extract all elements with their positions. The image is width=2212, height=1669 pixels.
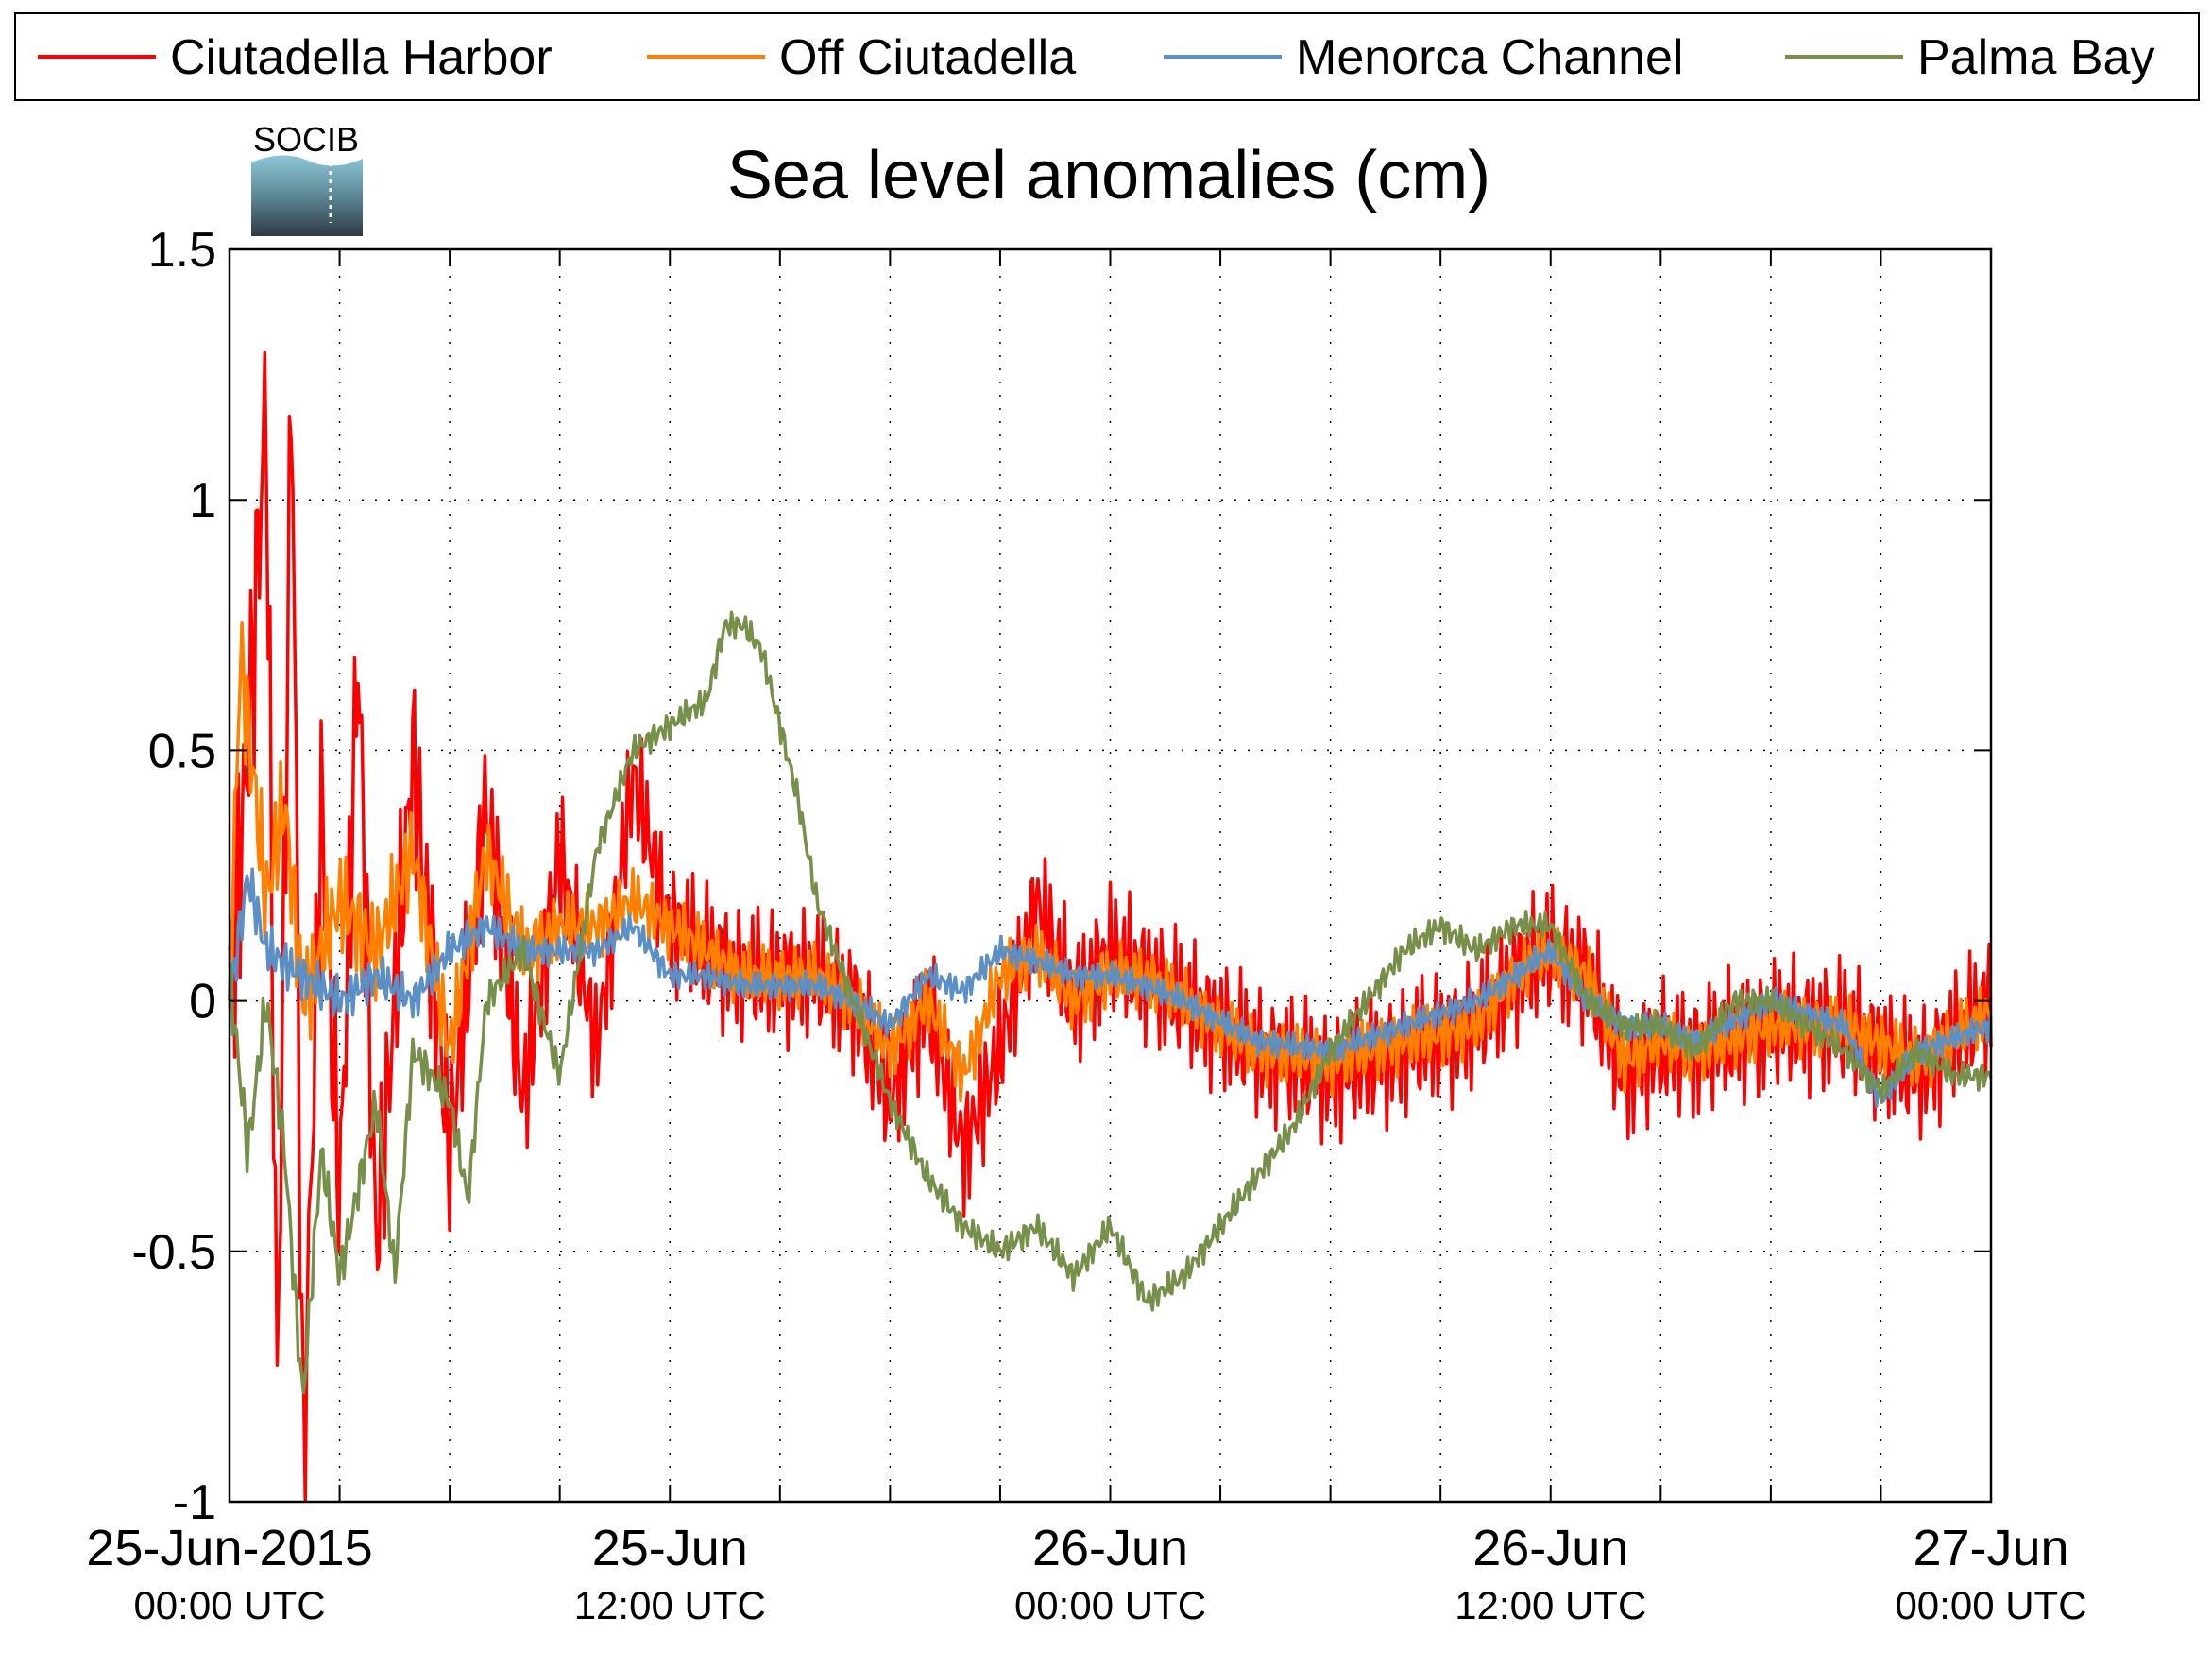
legend-item-palma-bay: Palma Bay (1785, 30, 2154, 85)
grid (230, 249, 1991, 1502)
x-tick-date-label: 26-Jun (1032, 1520, 1188, 1576)
logo-text: SOCIB (253, 120, 359, 159)
plot-frame (228, 247, 1993, 1504)
legend-item-ciutadella-harbor: Ciutadella Harbor (38, 30, 553, 85)
series-line-ciutadella-harbor (228, 350, 1993, 1503)
x-tick-date-label: 27-Jun (1913, 1520, 2068, 1576)
x-tick-date-label: 25-Jun (592, 1520, 748, 1576)
legend-label: Off Ciutadella (779, 30, 1076, 85)
socib-logo: SOCIB (251, 120, 363, 236)
x-tick-time-label: 12:00 UTC (1455, 1583, 1646, 1627)
y-tick-label: -0.5 (131, 1225, 216, 1280)
legend-item-menorca-channel: Menorca Channel (1164, 30, 1683, 85)
legend-label: Ciutadella Harbor (170, 30, 553, 85)
legend-label: Menorca Channel (1296, 30, 1683, 85)
axes (228, 247, 1993, 1504)
y-tick-label: 1.5 (148, 223, 216, 278)
x-tick-time-label: 12:00 UTC (574, 1583, 766, 1627)
x-tick-labels: 25-Jun-2015 00:00 UTC 25-Jun 12:00 UTC 26-Ju… (86, 1520, 2086, 1627)
x-tick-time-label: 00:00 UTC (1895, 1583, 2086, 1627)
y-tick-label: 0 (189, 975, 216, 1030)
series-layer (228, 350, 1993, 1503)
y-tick-labels: 1.5 1 0.5 0 -0.5 -1 (131, 223, 216, 1530)
y-tick-label: 0.5 (148, 724, 216, 778)
y-tick-label: -1 (173, 1475, 216, 1530)
legend: Ciutadella Harbor Off Ciutadella Menorca… (14, 12, 2200, 101)
chart-title: Sea level anomalies (cm) (727, 138, 1490, 213)
x-tick-date-label: 26-Jun (1472, 1520, 1628, 1576)
legend-item-off-ciutadella: Off Ciutadella (647, 30, 1076, 85)
y-tick-label: 1 (189, 473, 216, 528)
logo-wave (251, 155, 363, 236)
series-line-palma-bay (228, 610, 1993, 1395)
x-tick-date-label: 25-Jun-2015 (86, 1520, 372, 1576)
x-tick-time-label: 00:00 UTC (133, 1583, 325, 1627)
legend-label: Palma Bay (1917, 30, 2154, 85)
x-tick-time-label: 00:00 UTC (1014, 1583, 1206, 1627)
